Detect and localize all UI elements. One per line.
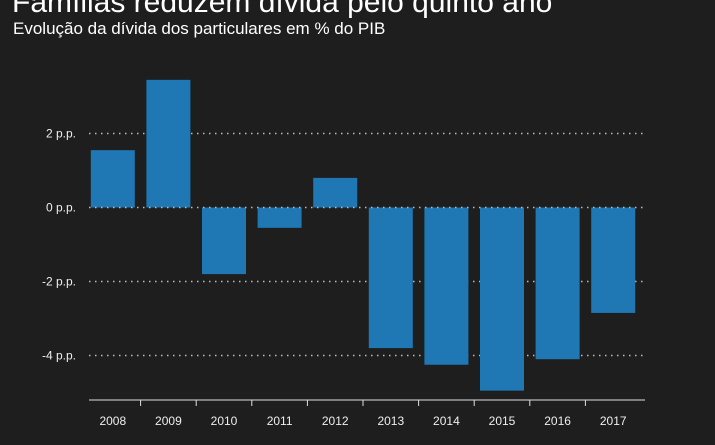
bar-2009 <box>146 79 191 208</box>
bar-2016 <box>535 207 580 360</box>
x-tick-label: 2015 <box>489 414 516 428</box>
y-tick-label: 2 p.p. <box>46 127 76 141</box>
x-tick-label: 2017 <box>600 414 627 428</box>
x-tick-label: 2008 <box>99 414 126 428</box>
bar-2011 <box>257 207 302 228</box>
x-tick-label: 2010 <box>211 414 238 428</box>
bar-2014 <box>424 207 469 365</box>
chart-subtitle: Evolução da dívida dos particulares em %… <box>13 19 386 38</box>
bar-2010 <box>202 207 246 275</box>
bar-2008 <box>90 150 135 208</box>
y-tick-label: -4 p.p. <box>42 349 76 363</box>
x-tick-label: 2016 <box>544 414 571 428</box>
chart-title: Famílias reduzem dívida pelo quinto ano <box>12 0 553 19</box>
x-tick-label: 2013 <box>377 414 404 428</box>
bar-2012 <box>313 177 358 208</box>
x-tick-label: 2011 <box>267 414 293 428</box>
y-tick-label: -2 p.p. <box>42 275 76 289</box>
x-tick-label: 2012 <box>322 414 349 428</box>
x-tick-label: 2009 <box>155 414 182 428</box>
y-tick-label: 0 p.p. <box>46 201 76 215</box>
bar-2013 <box>368 207 413 349</box>
bar-2015 <box>480 207 524 391</box>
bar-2017 <box>591 207 636 313</box>
x-tick-label: 2014 <box>433 414 460 428</box>
